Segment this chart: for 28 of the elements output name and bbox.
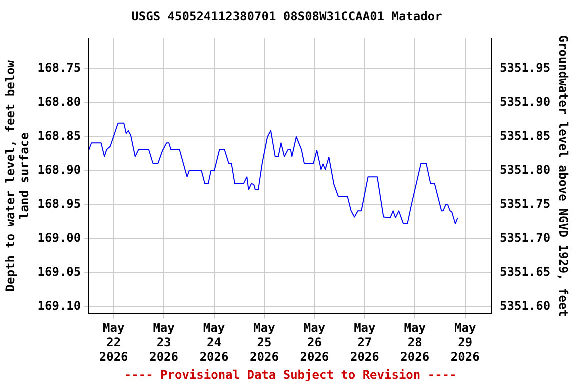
text: ---- Provisional Data Subject to Revision ----	[124, 368, 457, 382]
y2-tick-label: 5351.75	[500, 197, 551, 212]
y2-tick-label: 5351.95	[500, 61, 551, 76]
x-tick-label: May 23 2026	[150, 321, 179, 364]
y2-tick-label: 5351.70	[500, 231, 551, 246]
x-tick-label: May 27 2026	[350, 321, 380, 364]
x-tick-label: May 28 2026	[400, 321, 430, 364]
y2-tick-label: 5351.90	[500, 95, 551, 110]
chart-title: USGS 450524112380701 08S08W31CCAA01 Matador	[132, 9, 442, 24]
y-tick-label: 168.80	[38, 95, 82, 110]
y-axis-title: Depth to water level, feet below land surface	[3, 60, 32, 292]
x-tick-label: May 25 2026	[250, 321, 279, 364]
x-tick-label: May 22 2026	[99, 321, 128, 364]
y-tick-label: 169.05	[38, 265, 82, 280]
x-tick-label: May 29 2026	[450, 321, 480, 364]
y-tick-label: 168.90	[38, 163, 82, 178]
y-tick-label: 168.75	[38, 61, 82, 76]
y2-tick-label: 5351.85	[500, 129, 551, 144]
y-tick-label: 169.00	[38, 231, 82, 246]
y2-axis-title: Groundwater level above NGVD 1929, feet	[556, 35, 571, 317]
y-tick-label: 169.10	[38, 299, 82, 314]
y2-tick-label: 5351.80	[500, 163, 551, 178]
x-tick-label: May 26 2026	[300, 321, 330, 364]
y2-tick-label: 5351.65	[500, 265, 551, 280]
y-tick-label: 168.95	[38, 197, 82, 212]
y2-tick-label: 5351.60	[500, 299, 551, 314]
x-tick-label: May 24 2026	[200, 321, 229, 364]
y-tick-label: 168.85	[38, 129, 82, 144]
